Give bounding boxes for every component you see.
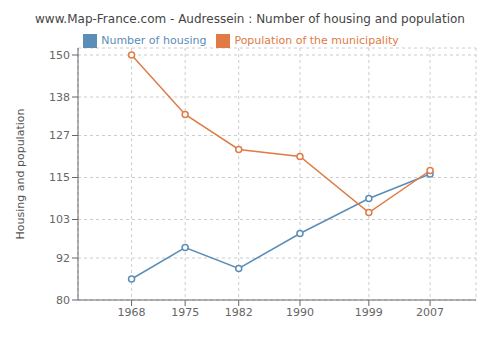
svg-text:1990: 1990 (286, 306, 314, 319)
html-text:www.Map-France.com - Audressei: www.Map-France.com - Audressein : Number… (35, 12, 465, 26)
html-text:Number of housing: Number of housing (101, 34, 207, 47)
svg-text:115: 115 (49, 171, 70, 184)
html-text:Population of the municipality: Population of the municipality (234, 34, 399, 47)
svg-text:127: 127 (49, 129, 70, 142)
svg-text:80: 80 (56, 294, 70, 307)
svg-text:138: 138 (49, 91, 70, 104)
svg-text:150: 150 (49, 49, 70, 62)
svg-text:1975: 1975 (171, 306, 199, 319)
svg-text:92: 92 (56, 252, 70, 265)
svg-text:1968: 1968 (118, 306, 146, 319)
svg-text:1999: 1999 (355, 306, 383, 319)
svg-text:103: 103 (49, 213, 70, 226)
svg-text:1982: 1982 (225, 306, 253, 319)
svg-text:Housing and population: Housing and population (14, 109, 27, 240)
svg-text:2007: 2007 (416, 306, 444, 319)
